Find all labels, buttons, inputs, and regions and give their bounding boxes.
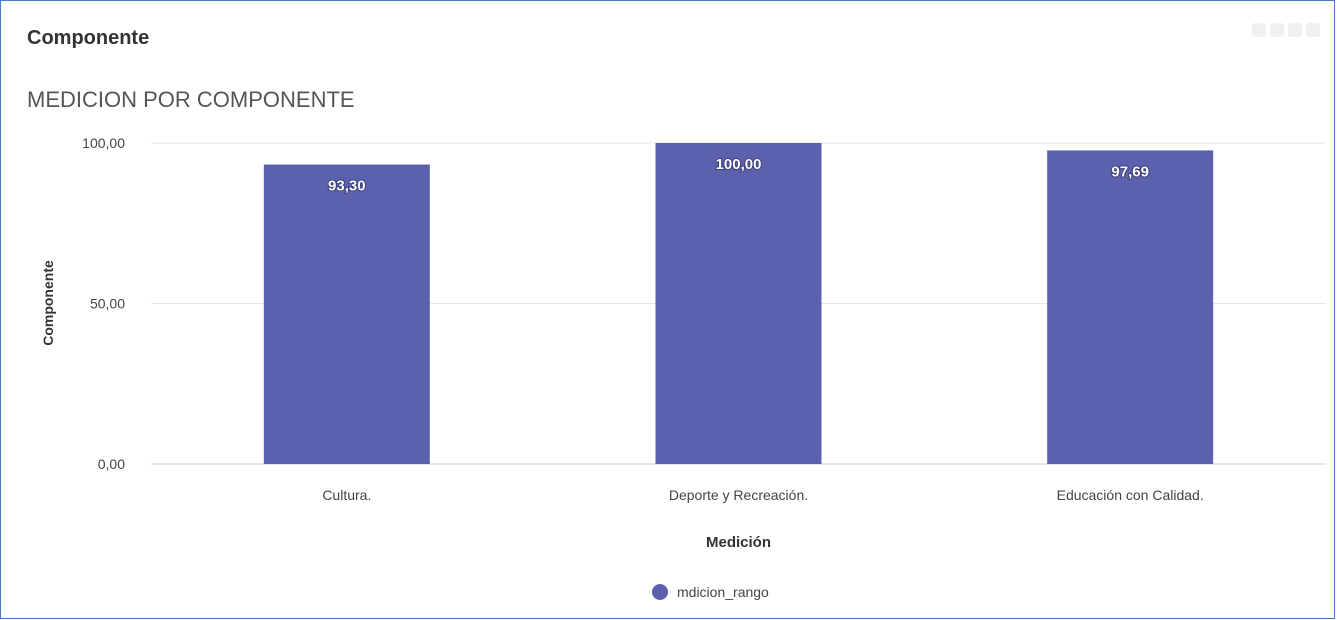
bar-value-label: 93,30 [328, 178, 366, 195]
y-tick-label: 100,00 [82, 135, 125, 151]
bar [655, 143, 822, 464]
x-tick-label: Deporte y Recreación. [669, 487, 808, 503]
chart-toolbar [1252, 23, 1320, 37]
legend-label: mdicion_rango [677, 584, 769, 600]
x-tick-label: Educación con Calidad. [1057, 487, 1204, 503]
menu-icon[interactable] [1252, 23, 1266, 37]
chart-title: MEDICION POR COMPONENTE [27, 87, 355, 112]
expand-icon[interactable] [1306, 23, 1320, 37]
download-icon[interactable] [1288, 23, 1302, 37]
bar [1047, 150, 1214, 464]
y-axis-label: Componente [40, 260, 56, 346]
x-axis-label: Medición [706, 534, 771, 551]
bar-value-label: 97,69 [1111, 163, 1149, 180]
panel-title: Componente [27, 27, 150, 49]
legend-marker [652, 584, 668, 600]
zoom-icon[interactable] [1270, 23, 1284, 37]
bar [263, 164, 430, 464]
y-tick-label: 50,00 [90, 296, 125, 312]
x-tick-label: Cultura. [322, 487, 371, 503]
bar-value-label: 100,00 [716, 156, 762, 173]
y-tick-label: 0,00 [98, 456, 125, 472]
